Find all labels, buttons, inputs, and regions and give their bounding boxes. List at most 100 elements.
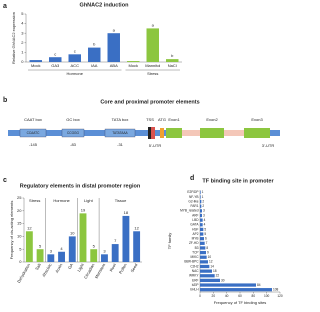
bar — [47, 254, 55, 262]
chart-title: GhNAC2 induction — [80, 2, 130, 8]
y-tick-label: E2F/DP — [187, 190, 198, 194]
bar — [200, 264, 210, 269]
x-tick-label: Light — [76, 262, 85, 273]
bar — [90, 249, 98, 262]
bar — [25, 231, 33, 262]
bar-annotation: b — [93, 42, 96, 47]
bar — [200, 274, 215, 278]
bar — [200, 223, 203, 227]
x-tick-label: NaCl — [168, 63, 177, 68]
element-position: -83 — [70, 142, 77, 147]
bar — [111, 244, 119, 262]
bar — [49, 57, 62, 62]
value-label: 7 — [114, 238, 117, 243]
bar — [200, 255, 207, 259]
x-tick-label: Salt — [34, 262, 42, 271]
value-label: 30 — [221, 278, 225, 282]
x-tick-label: 20 — [212, 294, 216, 298]
figure: b Core and proximal promoter elements CA… — [3, 2, 283, 305]
bar-annotation: b — [171, 53, 174, 58]
value-label: 108 — [273, 288, 279, 292]
feature-label: 3'-UTR — [262, 143, 275, 148]
value-label: 9 — [207, 250, 209, 254]
panel-label: a — [3, 3, 7, 10]
bar — [101, 254, 108, 262]
bar — [127, 61, 140, 62]
chart-title: Regulatory elements in distal promoter r… — [20, 183, 141, 189]
x-axis-label: Frequency of TF binding sites — [214, 300, 267, 305]
x-tick-label: Auxin — [54, 263, 63, 274]
y-tick-label: MYB — [192, 237, 199, 241]
value-label: 18 — [213, 269, 217, 273]
value-label: 12 — [27, 225, 32, 230]
panel-label: b — [3, 97, 7, 104]
bar — [200, 227, 204, 232]
y-tick-label: 15 — [17, 221, 22, 226]
x-tick-label: GA — [67, 262, 74, 270]
x-tick-label: 120 — [277, 294, 283, 298]
value-label: 18 — [124, 210, 129, 215]
y-tick-label: HSF — [192, 227, 198, 231]
value-label: 6 — [205, 237, 207, 241]
y-tick-label: 5 — [21, 11, 24, 16]
y-tick-label: BBR-BPC — [184, 260, 199, 264]
feature-label: TSS — [146, 117, 154, 122]
y-tick-label: NF-YB — [189, 195, 199, 199]
bar — [200, 250, 206, 255]
y-tick-label: 10 — [17, 233, 22, 238]
y-tick-label: ERF — [192, 278, 198, 282]
y-axis-label: Relative GhNAC2 expression — [11, 12, 16, 64]
bar — [200, 283, 256, 287]
group-label: Light — [84, 198, 94, 203]
bar — [200, 213, 202, 218]
utr-mark — [151, 127, 155, 139]
caat-box — [19, 128, 47, 138]
value-label: 19 — [81, 207, 86, 212]
bar — [200, 199, 202, 204]
group-label: Hormone — [67, 71, 84, 76]
intron — [224, 130, 244, 136]
gc-box — [61, 128, 85, 138]
bar — [200, 237, 204, 241]
x-tick-label: Seed — [129, 263, 138, 274]
feature-label: 5'-UTR — [149, 143, 162, 148]
bar — [200, 218, 203, 222]
y-tick-label: LBD — [192, 218, 199, 222]
element-sequence: TATATAAA — [112, 131, 128, 135]
y-tick-label: G2-like — [188, 199, 198, 203]
bar — [200, 241, 205, 245]
bar — [166, 59, 179, 62]
element-label: GC box — [66, 117, 80, 122]
value-label: 84 — [257, 283, 261, 287]
value-label: 1 — [202, 190, 204, 194]
value-label: 22 — [216, 274, 220, 278]
feature-label: Exon1 — [168, 117, 180, 122]
y-tick-label: TCP — [192, 250, 198, 254]
bar — [200, 232, 204, 236]
feature-label: Exon3 — [251, 117, 263, 122]
value-label: 3 — [203, 213, 205, 217]
element-sequence: CCGGG — [67, 131, 80, 135]
value-label: 12 — [209, 260, 213, 264]
group-label: Stress — [147, 71, 158, 76]
value-label: 10 — [208, 255, 212, 259]
y-tick-label: ZF-HD — [189, 241, 199, 245]
x-tick-label: Pollen — [118, 263, 128, 275]
value-label: 4 — [204, 218, 206, 222]
value-label: 5 — [204, 227, 206, 231]
bar — [133, 231, 141, 262]
x-tick-label: 60 — [238, 294, 242, 298]
tata-box — [104, 128, 136, 138]
x-tick-label: Dehydration — [16, 263, 31, 284]
y-tick-label: 0 — [21, 59, 24, 64]
y-tick-label: 0 — [19, 259, 22, 264]
y-tick-label: 25 — [17, 195, 22, 200]
bar — [88, 47, 101, 62]
y-tick-label: WRKY — [189, 274, 199, 278]
value-label: 10 — [70, 230, 75, 235]
element-label: CAAT box — [24, 117, 42, 122]
y-tick-label: bHLH — [190, 288, 199, 292]
bar — [200, 269, 212, 273]
bar-annotation: a — [152, 22, 155, 27]
bar-annotation: c — [54, 51, 56, 56]
